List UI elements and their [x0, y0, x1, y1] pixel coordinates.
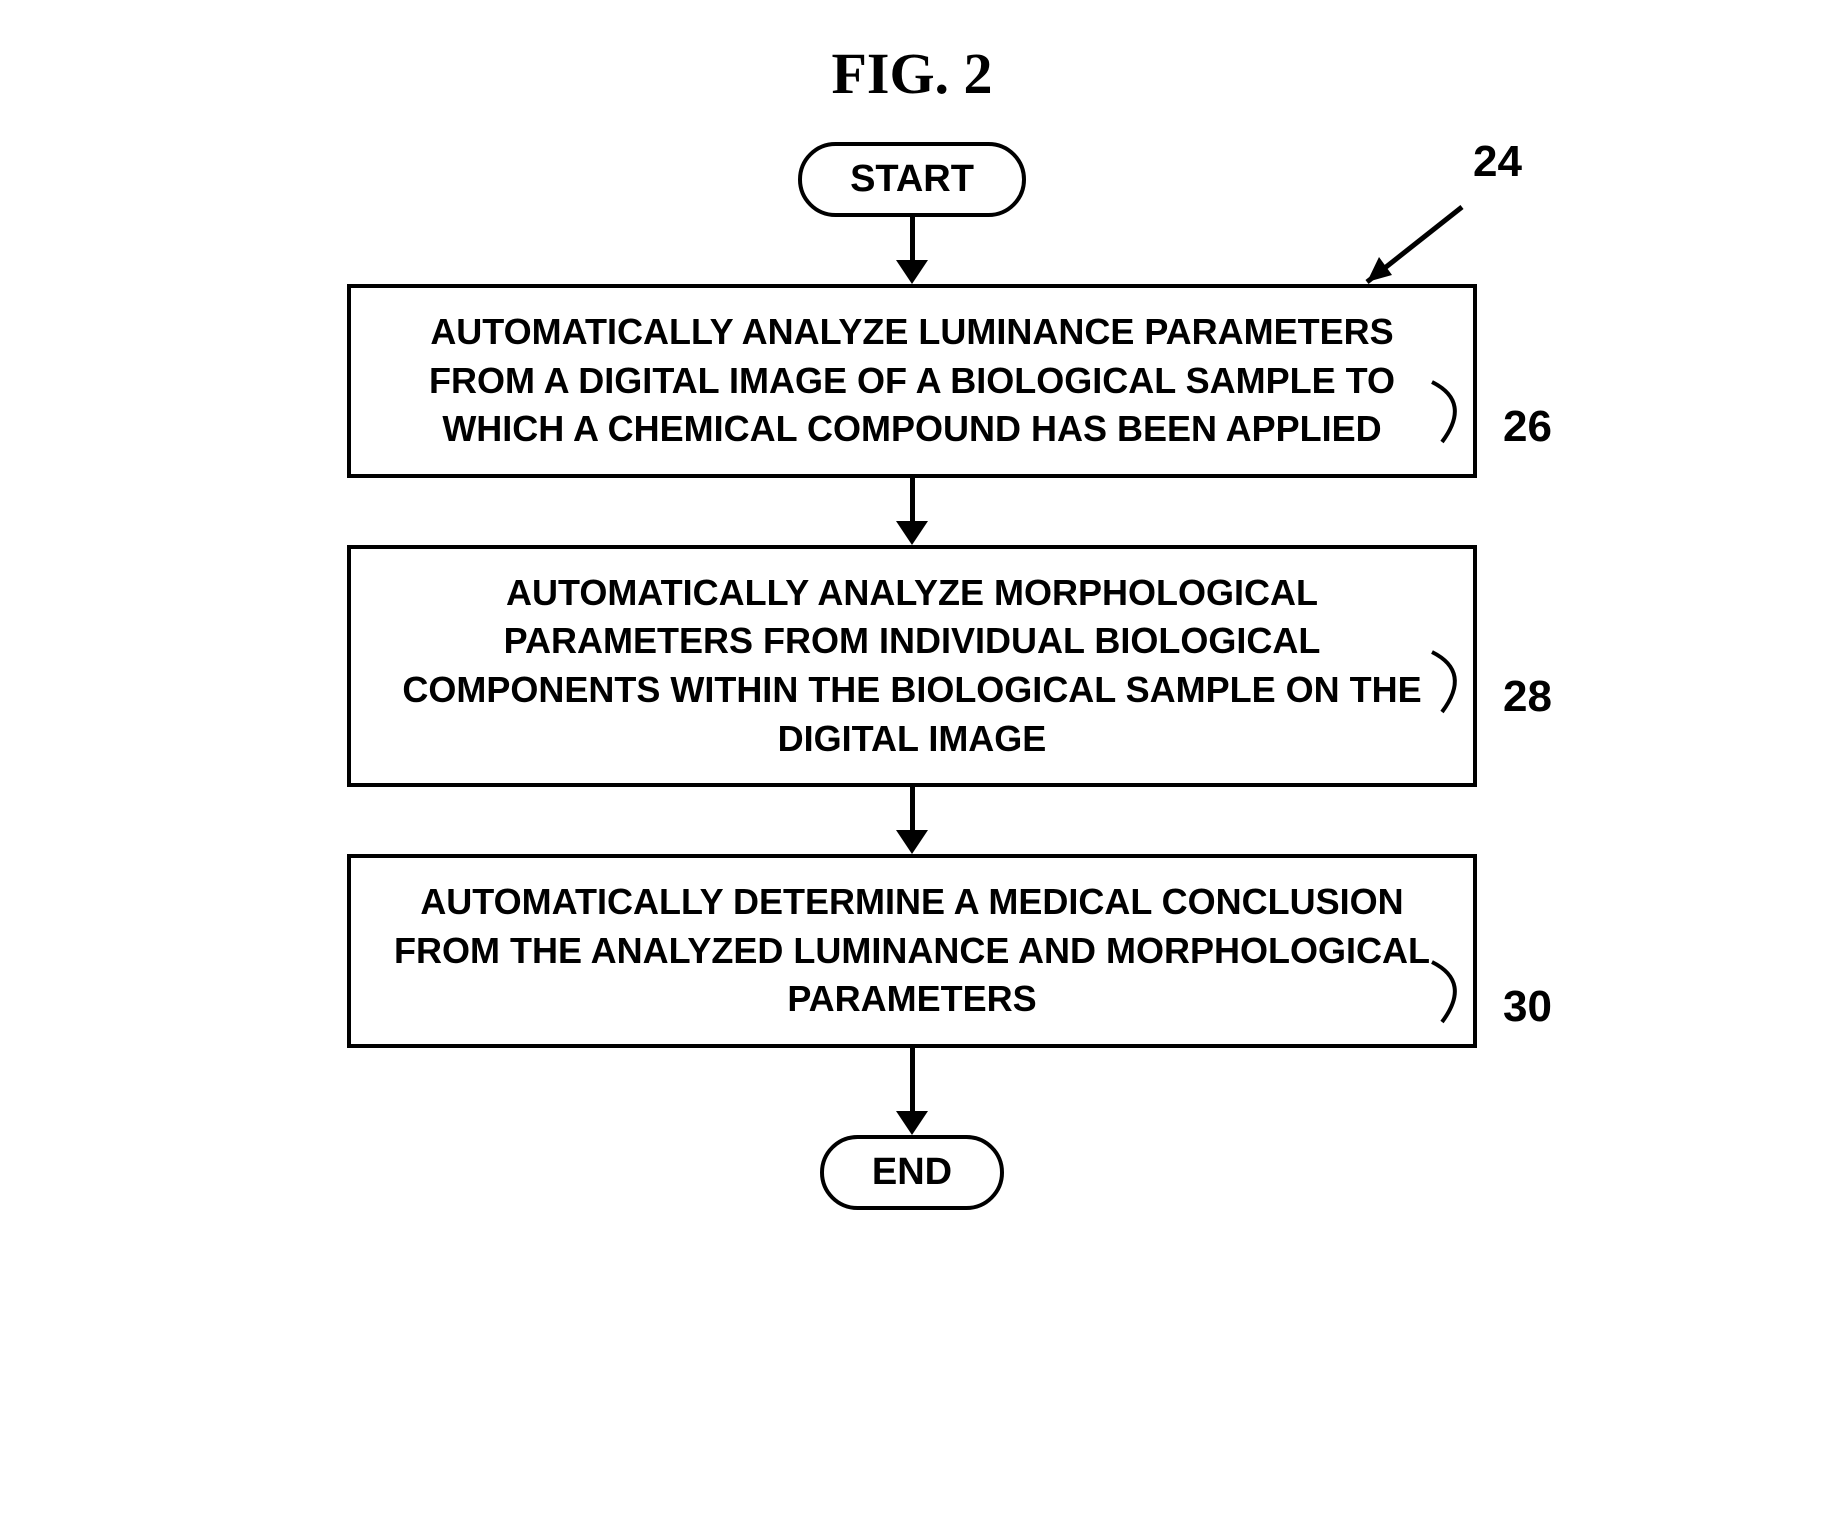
ref-label-26: 26 — [1503, 402, 1552, 452]
process-step-30: AUTOMATICALLY DETERMINE A MEDICAL CONCLU… — [347, 854, 1477, 1048]
arrow-line — [910, 1048, 915, 1113]
end-terminal: END — [820, 1135, 1004, 1210]
arrow-3 — [896, 787, 928, 854]
callout-curve-28 — [1427, 637, 1507, 727]
arrow-line — [910, 787, 915, 832]
arrow-4 — [896, 1048, 928, 1135]
arrow-head-icon — [896, 260, 928, 284]
ref-label-28: 28 — [1503, 672, 1552, 722]
figure-title: FIG. 2 — [262, 40, 1562, 107]
ref-label-30: 30 — [1503, 982, 1552, 1032]
start-terminal: START — [798, 142, 1026, 217]
arrow-head-icon — [896, 1111, 928, 1135]
process-step-26: AUTOMATICALLY ANALYZE LUMINANCE PARAMETE… — [347, 284, 1477, 478]
arrow-head-icon — [896, 830, 928, 854]
arrow-2 — [896, 478, 928, 545]
arrow-head-icon — [896, 521, 928, 545]
arrow-1 — [896, 217, 928, 284]
process-step-28: AUTOMATICALLY ANALYZE MORPHOLOGICAL PARA… — [347, 545, 1477, 787]
flowchart: 24 26 28 30 START AUTOMATICALLY ANALYZE … — [262, 142, 1562, 1210]
callout-curve-26 — [1427, 367, 1507, 457]
ref-label-24: 24 — [1473, 137, 1522, 187]
arrow-line — [910, 217, 915, 262]
figure-container: FIG. 2 24 26 28 30 START AUTOMATICALLY A… — [262, 40, 1562, 1210]
callout-arrow-24 — [1337, 197, 1477, 307]
callout-curve-30 — [1427, 947, 1507, 1037]
arrow-line — [910, 478, 915, 523]
